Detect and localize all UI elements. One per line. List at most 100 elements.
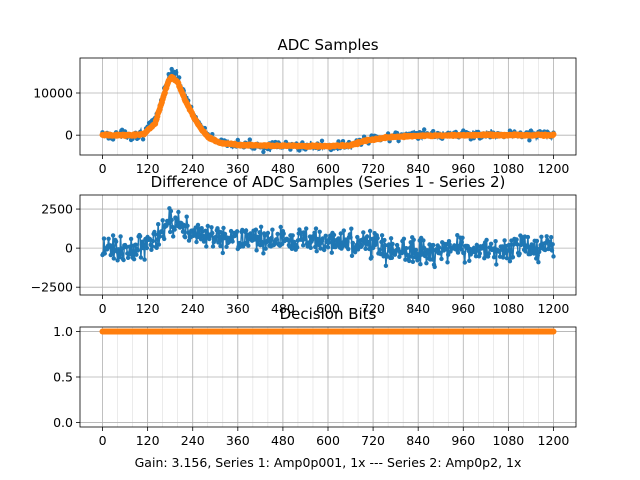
data-point — [207, 236, 212, 242]
data-point — [219, 230, 224, 235]
data-point — [550, 328, 557, 335]
data-point — [325, 245, 331, 250]
data-point — [127, 244, 132, 249]
data-point — [213, 234, 219, 240]
data-point — [313, 226, 319, 231]
x-tick-label: 960 — [451, 301, 475, 316]
data-point — [514, 237, 519, 242]
panel-title: Difference of ADC Samples (Series 1 - Se… — [151, 173, 506, 191]
data-point — [159, 229, 165, 235]
x-tick-label: 240 — [181, 301, 205, 316]
data-point — [133, 242, 138, 247]
data-point — [180, 229, 186, 234]
x-tick-label: 120 — [136, 301, 160, 316]
data-point — [407, 245, 413, 251]
data-point — [446, 239, 452, 244]
data-point — [195, 222, 201, 228]
data-point — [367, 246, 372, 252]
data-point — [493, 239, 498, 244]
data-point — [430, 257, 435, 262]
x-tick-label: 0 — [99, 161, 107, 176]
data-point — [373, 240, 379, 245]
data-point — [317, 229, 322, 234]
data-point — [338, 231, 343, 236]
data-point — [443, 246, 449, 251]
y-tick-label: 0 — [65, 241, 73, 256]
data-point — [386, 242, 392, 247]
data-point — [550, 242, 555, 247]
data-point — [422, 245, 427, 251]
data-point — [168, 229, 173, 235]
x-tick-label: 720 — [361, 301, 385, 316]
x-tick-label: 480 — [271, 301, 295, 316]
data-point — [156, 242, 162, 247]
x-tick-label: 960 — [451, 161, 475, 176]
x-tick-label: 600 — [316, 433, 340, 448]
data-point — [313, 244, 318, 250]
data-point — [408, 240, 413, 245]
data-point — [216, 240, 221, 245]
data-point — [172, 227, 177, 232]
data-point — [533, 248, 538, 253]
data-point — [425, 249, 431, 254]
data-point — [160, 218, 165, 223]
data-point — [257, 230, 262, 235]
data-point — [269, 235, 274, 241]
data-point — [310, 237, 315, 242]
data-point — [437, 245, 442, 250]
y-tick-label: 2500 — [41, 202, 73, 217]
x-tick-label: 840 — [406, 433, 430, 448]
x-tick-label: 600 — [316, 161, 340, 176]
x-tick-label: 480 — [271, 161, 295, 176]
y-tick-label: 0.0 — [53, 415, 73, 430]
data-point — [125, 255, 131, 260]
data-point — [230, 239, 235, 244]
data-point — [394, 242, 400, 248]
data-point — [154, 245, 159, 250]
data-point — [171, 234, 176, 239]
data-point — [537, 249, 542, 255]
x-tick-label: 1080 — [492, 433, 524, 448]
data-point — [431, 129, 436, 134]
data-point — [352, 250, 358, 255]
data-point — [168, 208, 174, 214]
data-point — [162, 236, 167, 242]
data-point — [486, 251, 491, 256]
data-point — [263, 246, 268, 251]
data-point — [326, 240, 331, 245]
data-point — [462, 260, 467, 265]
data-point — [383, 263, 389, 268]
data-point — [262, 233, 268, 238]
y-tick-label: −2500 — [31, 280, 73, 295]
data-point — [119, 251, 124, 256]
data-point — [401, 236, 407, 241]
data-point — [301, 243, 306, 248]
data-point — [477, 251, 482, 256]
data-point — [507, 259, 513, 264]
data-point — [349, 253, 355, 258]
data-point — [397, 254, 402, 259]
x-tick-label: 240 — [181, 433, 205, 448]
data-point — [319, 138, 325, 143]
data-point — [510, 255, 516, 260]
data-point — [547, 239, 552, 245]
data-point — [204, 244, 209, 249]
data-point — [157, 234, 162, 239]
data-point — [389, 255, 395, 260]
data-point — [349, 226, 354, 231]
x-tick-label: 600 — [316, 301, 340, 316]
data-point — [528, 128, 534, 133]
data-point — [106, 236, 111, 241]
data-point — [169, 66, 174, 72]
data-point — [131, 257, 137, 262]
data-point — [308, 245, 313, 250]
data-point — [128, 236, 134, 242]
x-tick-label: 1200 — [538, 161, 570, 176]
data-point — [467, 258, 472, 263]
data-point — [550, 131, 557, 138]
x-tick-label: 960 — [451, 433, 475, 448]
data-point — [113, 239, 119, 244]
data-point — [350, 240, 355, 246]
data-point — [388, 236, 394, 241]
data-point — [265, 230, 271, 236]
